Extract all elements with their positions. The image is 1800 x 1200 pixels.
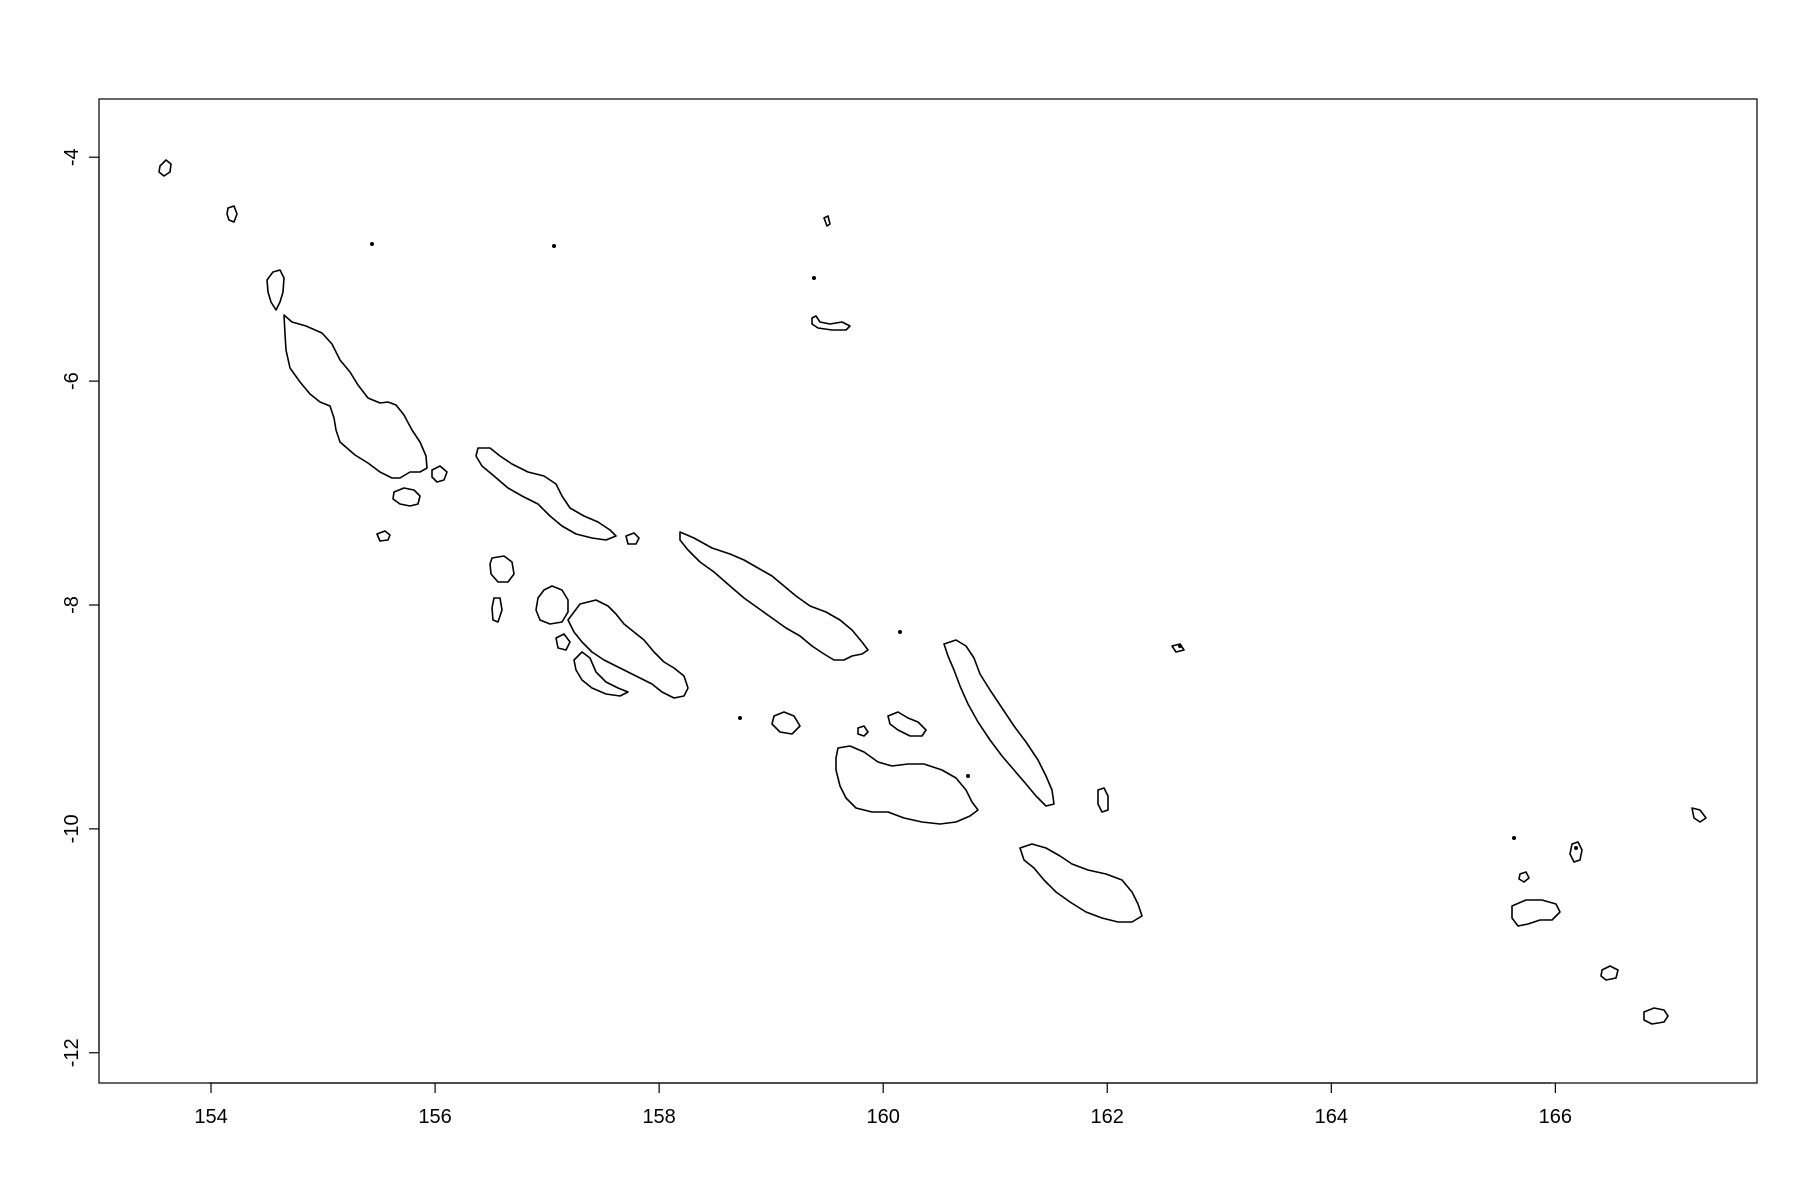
island-outline-ulawa [1097, 787, 1109, 813]
island-outline-ndende [1511, 899, 1561, 927]
x-axis: 154 156 158 160 162 164 166 [194, 1082, 1572, 1128]
island-outline-vanikoro [1600, 965, 1619, 981]
island-outline-tasman-atolls [811, 315, 851, 331]
island-outline-bougainville [283, 314, 428, 479]
island-outline-nukapu [1518, 871, 1530, 883]
island-outline-utupua [1569, 841, 1583, 863]
islet-marker [898, 630, 902, 634]
island-outline-santa-isabel [679, 531, 869, 661]
island-outline-ranongga [491, 597, 503, 623]
islet-marker [1178, 644, 1182, 648]
islet-marker [1574, 846, 1578, 850]
islet-marker [1512, 836, 1516, 840]
islet-marker [812, 276, 816, 280]
y-axis: -4 -6 -8 -10 -12 [61, 148, 100, 1067]
island-outline-nukumanu [823, 215, 831, 227]
y-tick-label: -12 [61, 1038, 83, 1067]
islet-marker [966, 774, 970, 778]
x-tick-label: 156 [418, 1106, 451, 1128]
island-outline-buka [266, 269, 285, 311]
x-tick-label: 158 [642, 1106, 675, 1128]
island-outline-fauro [431, 465, 448, 483]
island-outline-shortland [392, 487, 421, 507]
island-outline-kolombangara [535, 585, 569, 625]
y-tick-label: -6 [61, 372, 83, 390]
x-tick-label: 154 [194, 1106, 227, 1128]
island-outline-savo [857, 725, 869, 737]
x-tick-label: 164 [1315, 1106, 1348, 1128]
island-outline-vella-lavella [489, 555, 515, 583]
island-outline-carteret [226, 205, 238, 223]
x-tick-label: 162 [1091, 1106, 1124, 1128]
island-outline-sikaiana [1171, 643, 1185, 653]
island-outline-tikopia [1643, 1007, 1669, 1025]
island-outline-treasury [376, 530, 391, 542]
islet-marker [552, 244, 556, 248]
y-tick-label: -8 [61, 596, 83, 614]
island-outline-new-georgia [567, 599, 689, 699]
island-outline-choiseul [475, 447, 617, 541]
x-tick-label: 166 [1539, 1106, 1572, 1128]
island-outline-nissan [158, 159, 172, 177]
island-outline-guadalcanal [835, 745, 979, 825]
island-outline-vangunu [573, 651, 629, 697]
island-outline-nggela [887, 711, 927, 737]
island-outline-malaita [943, 639, 1055, 807]
island-outlines [158, 159, 1707, 1025]
island-outline-rennell [1691, 807, 1707, 823]
plot-frame [98, 98, 1758, 1084]
islet-marker [370, 242, 374, 246]
island-outline-makira [1019, 843, 1143, 923]
island-outline-choiseul-islet [625, 532, 640, 545]
y-tick-label: -10 [61, 814, 83, 843]
islet-marker [738, 716, 742, 720]
y-tick-label: -4 [61, 148, 83, 166]
island-outline-rendova [555, 633, 571, 651]
island-outline-russell [771, 711, 801, 735]
x-tick-label: 160 [867, 1106, 900, 1128]
